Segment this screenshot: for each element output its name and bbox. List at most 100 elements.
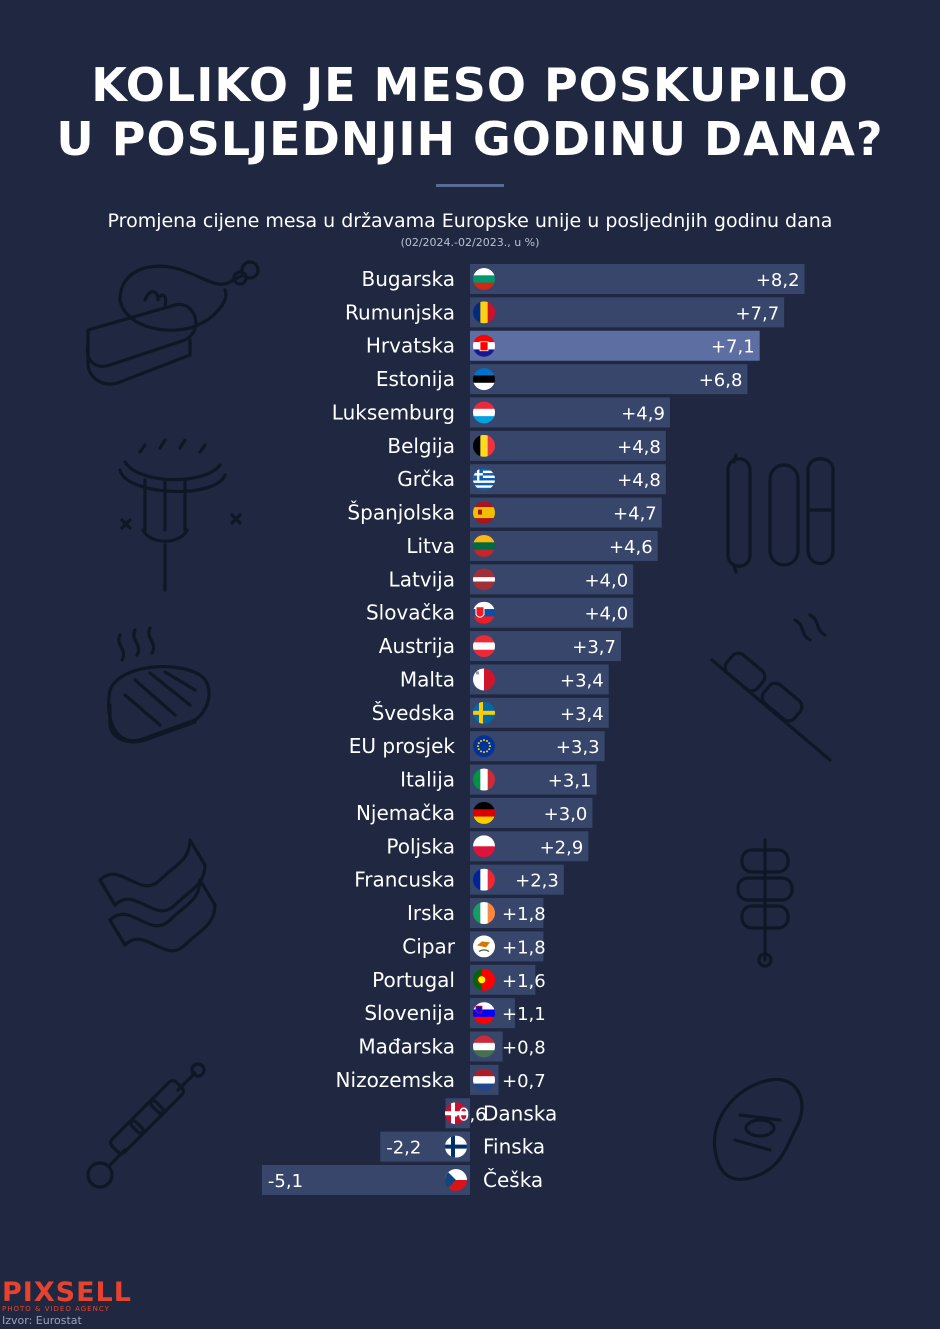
value-label: +4,6: [609, 537, 653, 558]
category-label: Irska: [407, 901, 455, 925]
category-label: Danska: [483, 1101, 557, 1125]
value-label: +4,0: [584, 570, 628, 591]
ro-flag-icon: [473, 301, 495, 324]
eu-flag-icon: [473, 735, 495, 758]
value-label: +2,3: [515, 871, 559, 892]
category-label: Poljska: [386, 834, 455, 858]
bar-row-27: Finska -2,2: [380, 1131, 545, 1162]
category-label: Španjolska: [347, 501, 455, 525]
lt-flag-icon: [473, 534, 495, 557]
category-label: Litva: [406, 534, 455, 558]
category-label: Mađarska: [358, 1035, 455, 1059]
bar-row-16: Italija +3,1: [400, 764, 597, 795]
ie-flag-icon: [473, 902, 495, 925]
value-label: +2,9: [540, 837, 584, 858]
pixsell-logo: PIXSELL: [2, 1277, 132, 1308]
bar: [470, 397, 670, 428]
steak-icon: [107, 626, 211, 744]
value-label: -0,6: [452, 1104, 487, 1125]
category-label: Bugarska: [362, 267, 455, 291]
fi-flag-icon: [445, 1135, 467, 1158]
bar-row-17: Njemačka +3,0: [356, 797, 593, 828]
value-label: +1,8: [502, 937, 546, 958]
hr-flag-icon: [473, 334, 495, 357]
value-label: +4,8: [617, 437, 661, 458]
value-label: -2,2: [386, 1138, 421, 1159]
ee-flag-icon: [473, 368, 495, 391]
value-label: +3,1: [548, 771, 592, 792]
bar-row-19: Francuska +2,3: [354, 864, 564, 895]
title-line-1: KOLIKO JE MESO POSKUPILO: [91, 58, 849, 112]
source-note: Izvor: Eurostat: [2, 1314, 82, 1327]
bar-row-3: Hrvatska +7,1: [366, 330, 760, 361]
bar-row-18: Poljska +2,9: [386, 831, 589, 862]
title-divider: [436, 184, 504, 187]
bar: [470, 497, 662, 528]
value-label: +4,9: [621, 403, 665, 424]
value-label: +8,2: [756, 270, 800, 291]
value-label: +4,0: [584, 604, 628, 625]
bacon-icon: [98, 838, 217, 953]
category-label: Češka: [483, 1168, 543, 1192]
bar-row-2: Rumunjska +7,7: [345, 297, 785, 328]
chart-note: (02/2024.-02/2023., u %): [400, 236, 540, 249]
category-label: Slovenija: [364, 1001, 455, 1025]
category-label: Slovačka: [366, 601, 455, 625]
category-label: Austrija: [379, 634, 455, 658]
lu-flag-icon: [473, 401, 495, 424]
bar-row-13: Malta +3,4: [400, 664, 609, 695]
value-label: +0,8: [502, 1038, 546, 1059]
category-label: Estonija: [376, 367, 455, 391]
bar-row-11: Slovačka +4,0: [366, 597, 634, 628]
category-label: Nizozemska: [336, 1068, 455, 1092]
bar-row-23: Slovenija +1,1: [364, 998, 546, 1029]
value-label: +1,6: [502, 971, 546, 992]
cz-flag-icon: [445, 1168, 467, 1191]
sausages-icon: [726, 453, 835, 574]
chart-subtitle: Promjena cijene mesa u državama Europske…: [107, 210, 833, 232]
es-flag-icon: [473, 501, 495, 524]
bar: [470, 464, 666, 495]
mt-flag-icon: [473, 668, 495, 691]
sk-flag-icon: [473, 601, 495, 624]
category-label: Finska: [483, 1135, 545, 1159]
category-label: Luksemburg: [332, 400, 455, 424]
nl-flag-icon: [473, 1068, 495, 1091]
value-label: +6,8: [699, 370, 743, 391]
category-label: Njemačka: [356, 801, 455, 825]
bar-row-28: Češka -5,1: [261, 1164, 543, 1195]
bar: [470, 430, 666, 461]
bar: [470, 597, 634, 628]
bar-row-4: Estonija +6,8: [376, 364, 748, 395]
category-label: Francuska: [354, 868, 455, 892]
pt-flag-icon: [473, 968, 495, 991]
bar-row-7: Grčka +4,8: [397, 464, 666, 495]
bar-row-9: Litva +4,6: [406, 530, 658, 561]
fr-flag-icon: [473, 868, 495, 891]
bar-row-22: Portugal +1,6: [372, 964, 546, 995]
it-flag-icon: [473, 768, 495, 791]
bar-row-6: Belgija +4,8: [387, 430, 666, 461]
category-label: Rumunjska: [345, 300, 455, 324]
category-label: Malta: [400, 667, 455, 691]
bar-row-12: Austrija +3,7: [379, 631, 621, 662]
bar-row-14: Švedska +3,4: [372, 697, 609, 728]
hu-flag-icon: [473, 1035, 495, 1058]
gr-flag-icon: [473, 468, 495, 491]
be-flag-icon: [473, 434, 495, 457]
bar-row-1: Bugarska +8,2: [362, 264, 805, 294]
bar: [470, 297, 785, 328]
bar: [470, 364, 748, 395]
lv-flag-icon: [473, 568, 495, 591]
bar: [470, 631, 621, 662]
value-label: +3,4: [560, 670, 604, 691]
bar-row-8: Španjolska +4,7: [347, 497, 662, 528]
bar-row-5: Luksemburg +4,9: [332, 397, 670, 428]
at-flag-icon: [473, 635, 495, 658]
category-label: Belgija: [387, 434, 455, 458]
si-flag-icon: [473, 1002, 495, 1025]
bar: [470, 264, 805, 294]
bar: [470, 530, 658, 561]
bar-row-10: Latvija +4,0: [389, 564, 634, 595]
